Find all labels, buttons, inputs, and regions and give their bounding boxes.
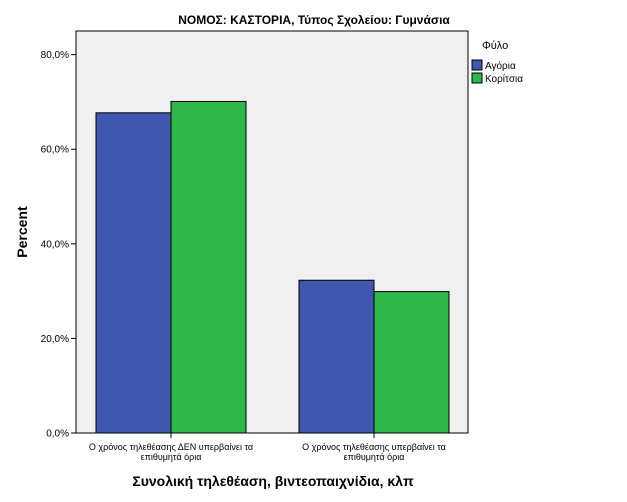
bar	[373, 291, 450, 434]
bar	[170, 100, 247, 434]
legend-swatch	[471, 72, 483, 84]
bar	[298, 279, 375, 434]
y-axis-title: Percent	[14, 206, 30, 258]
legend-title: Φύλο	[482, 40, 508, 52]
legend-swatch	[471, 59, 483, 71]
y-tick-label: 80,0%	[41, 50, 69, 61]
x-tick-label: Ο χρόνος τηλεθέασης υπερβαίνει τα επιθυμη…	[302, 442, 446, 462]
y-tick-label: 40,0%	[41, 239, 69, 250]
y-tick-label: 0,0%	[46, 429, 69, 440]
y-tick-label: 60,0%	[41, 145, 69, 156]
x-tick-label: Ο χρόνος τηλεθέασης ΔΕΝ υπερβαίνει τα επι…	[89, 442, 253, 462]
chart-title: ΝΟΜΟΣ: ΚΑΣΤΟΡΙΑ, Τύπος Σχολείου: Γυμνάσι…	[178, 13, 450, 27]
legend-label: Κορίτσια	[485, 73, 523, 85]
bars	[95, 100, 450, 434]
y-tick-label: 20,0%	[41, 334, 69, 345]
x-axis: Ο χρόνος τηλεθέασης ΔΕΝ υπερβαίνει τα επι…	[89, 433, 446, 462]
legend-label: Αγόρια	[485, 60, 516, 72]
y-axis: 0,0% 20,0% 40,0% 60,0% 80,0%	[41, 50, 76, 440]
bar	[95, 112, 172, 434]
x-axis-title: Συνολική τηλεθέαση, βιντεοπαιχνίδια, κλπ	[132, 473, 414, 489]
